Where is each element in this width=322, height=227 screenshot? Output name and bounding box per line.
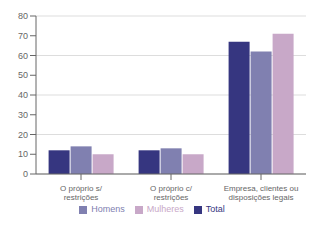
svg-text:40: 40 xyxy=(18,90,28,100)
html-text:Mulheres: Mulheres xyxy=(146,204,184,214)
svg-text:0: 0 xyxy=(23,169,28,179)
svg-text:80: 80 xyxy=(18,11,28,21)
svg-text:70: 70 xyxy=(18,31,28,41)
svg-text:O próprio c/restrições: O próprio c/restrições xyxy=(150,184,193,202)
html-text:Homens: Homens xyxy=(91,204,125,214)
svg-text:50: 50 xyxy=(18,70,28,80)
svg-text:O próprio s/restrições: O próprio s/restrições xyxy=(60,184,103,202)
svg-text:60: 60 xyxy=(18,51,28,61)
svg-text:10: 10 xyxy=(18,149,28,159)
svg-text:30: 30 xyxy=(18,110,28,120)
svg-text:Empresa, clientes oudisposiçõe: Empresa, clientes oudisposições legais xyxy=(224,184,299,202)
html-text:Total: Total xyxy=(205,204,225,214)
svg-text:20: 20 xyxy=(18,130,28,140)
